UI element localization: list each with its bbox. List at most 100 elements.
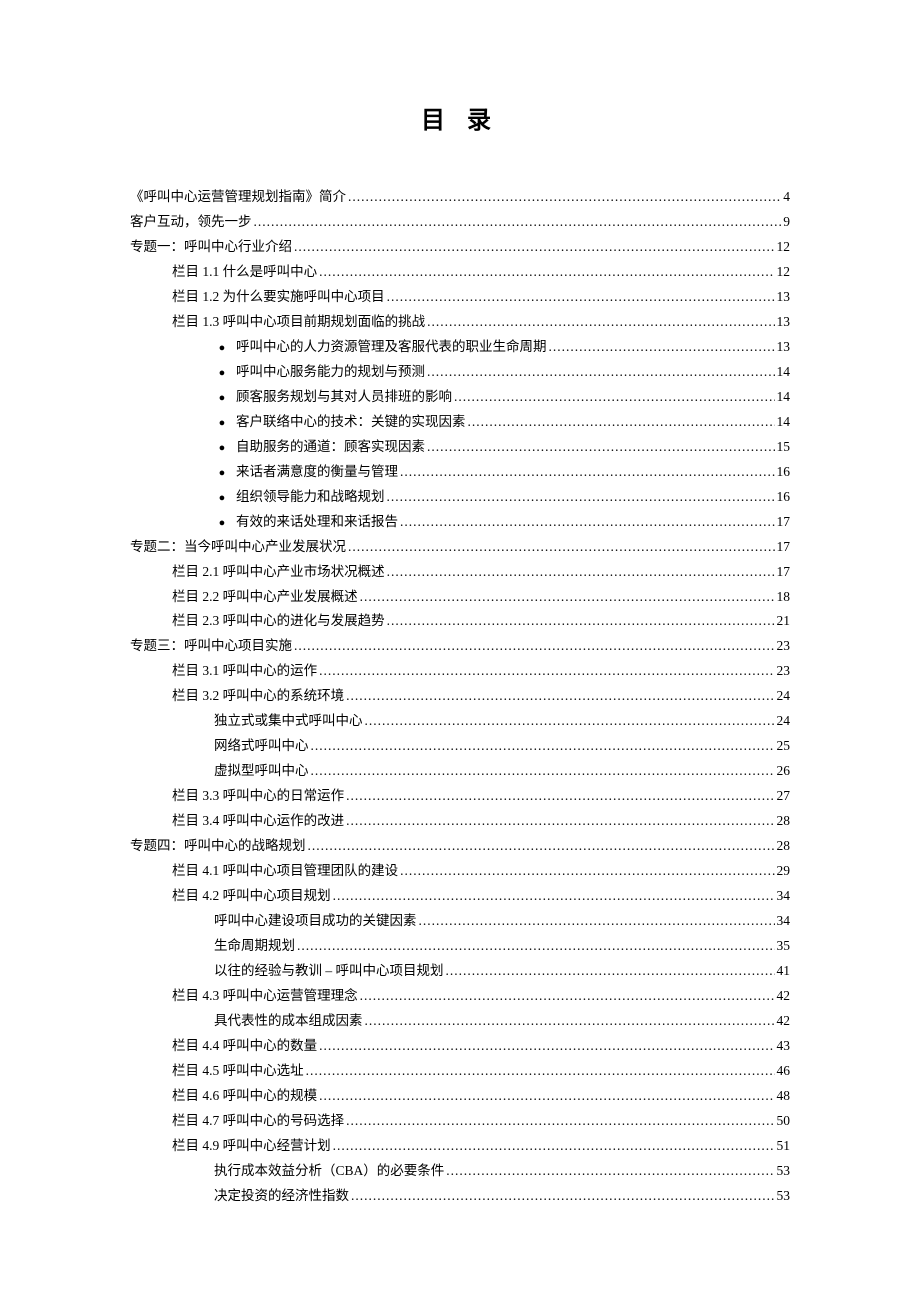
toc-entry: 以往的经验与教训 – 呼叫中心项目规划41 bbox=[130, 959, 790, 984]
toc-entry-text: 决定投资的经济性指数 bbox=[214, 1184, 349, 1209]
toc-entry: 具代表性的成本组成因素42 bbox=[130, 1009, 790, 1034]
toc-entry: 独立式或集中式呼叫中心 24 bbox=[130, 709, 790, 734]
bullet-icon: ● bbox=[208, 363, 236, 383]
toc-entry-page: 13 bbox=[777, 310, 791, 335]
toc-leader-dots bbox=[294, 235, 775, 260]
toc-entry-page: 14 bbox=[777, 385, 791, 410]
toc-entry-page: 14 bbox=[777, 360, 791, 385]
toc-entry: 栏目 4.3 呼叫中心运营管理理念42 bbox=[130, 984, 790, 1009]
toc-entry: 专题二：当今呼叫中心产业发展状况17 bbox=[130, 535, 790, 560]
toc-entry-text: 栏目 1.3 呼叫中心项目前期规划面临的挑战 bbox=[172, 310, 425, 335]
toc-entry-text: 呼叫中心建设项目成功的关键因素 bbox=[214, 909, 417, 934]
toc-entry-text: 栏目 4.5 呼叫中心选址 bbox=[172, 1059, 304, 1084]
bullet-icon: ● bbox=[208, 513, 236, 533]
toc-entry-text: 栏目 3.2 呼叫中心的系统环境 bbox=[172, 684, 344, 709]
toc-entry: 网络式呼叫中心25 bbox=[130, 734, 790, 759]
toc-title: 目 录 bbox=[130, 100, 790, 135]
toc-entry-text: 执行成本效益分析（CBA）的必要条件 bbox=[214, 1159, 444, 1184]
toc-leader-dots bbox=[346, 784, 774, 809]
toc-entry: ●呼叫中心的人力资源管理及客服代表的职业生命周期13 bbox=[130, 335, 790, 360]
toc-entry: ●客户联络中心的技术：关键的实现因素14 bbox=[130, 410, 790, 435]
toc-entry-page: 34 bbox=[777, 884, 791, 909]
toc-entry-text: 栏目 3.3 呼叫中心的日常运作 bbox=[172, 784, 344, 809]
toc-entry-text: 栏目 3.4 呼叫中心运作的改进 bbox=[172, 809, 344, 834]
bullet-icon: ● bbox=[208, 438, 236, 458]
toc-entry-page: 24 bbox=[777, 684, 791, 709]
toc-entry: 栏目 4.2 呼叫中心项目规划 34 bbox=[130, 884, 790, 909]
toc-leader-dots bbox=[348, 535, 775, 560]
toc-entry: 栏目 4.5 呼叫中心选址46 bbox=[130, 1059, 790, 1084]
toc-leader-dots bbox=[319, 659, 774, 684]
toc-entry: ●有效的来话处理和来话报告17 bbox=[130, 510, 790, 535]
toc-entry-page: 50 bbox=[777, 1109, 791, 1134]
toc-entry: 栏目 4.7 呼叫中心的号码选择50 bbox=[130, 1109, 790, 1134]
toc-leader-dots bbox=[387, 560, 775, 585]
toc-entry-page: 14 bbox=[777, 410, 791, 435]
toc-entry-text: 专题三：呼叫中心项目实施 bbox=[130, 634, 292, 659]
toc-leader-dots bbox=[254, 210, 782, 235]
toc-entry-text: 栏目 1.1 什么是呼叫中心 bbox=[172, 260, 317, 285]
toc-leader-dots bbox=[348, 185, 781, 210]
toc-entry: 栏目 4.1 呼叫中心项目管理团队的建设29 bbox=[130, 859, 790, 884]
toc-leader-dots bbox=[311, 759, 775, 784]
toc-entry: 栏目 1.2 为什么要实施呼叫中心项目13 bbox=[130, 285, 790, 310]
toc-entry-page: 23 bbox=[777, 659, 791, 684]
toc-container: 《呼叫中心运营管理规划指南》简介4客户互动，领先一步9专题一：呼叫中心行业介绍1… bbox=[130, 185, 790, 1209]
toc-leader-dots bbox=[360, 984, 775, 1009]
toc-entry-text: 组织领导能力和战略规划 bbox=[236, 485, 385, 510]
toc-entry-page: 17 bbox=[777, 510, 791, 535]
toc-entry: 栏目 4.4 呼叫中心的数量 43 bbox=[130, 1034, 790, 1059]
toc-leader-dots bbox=[549, 335, 775, 360]
toc-entry-text: 专题四：呼叫中心的战略规划 bbox=[130, 834, 306, 859]
toc-entry-page: 43 bbox=[777, 1034, 791, 1059]
toc-entry-page: 27 bbox=[777, 784, 791, 809]
toc-entry-text: 栏目 4.4 呼叫中心的数量 bbox=[172, 1034, 317, 1059]
toc-entry-page: 51 bbox=[777, 1134, 791, 1159]
toc-leader-dots bbox=[319, 1084, 774, 1109]
toc-entry-page: 26 bbox=[777, 759, 791, 784]
toc-entry-text: 栏目 4.2 呼叫中心项目规划 bbox=[172, 884, 331, 909]
toc-entry-page: 4 bbox=[783, 185, 790, 210]
toc-entry-text: 呼叫中心的人力资源管理及客服代表的职业生命周期 bbox=[236, 335, 547, 360]
toc-leader-dots bbox=[427, 310, 774, 335]
toc-entry-text: 栏目 2.2 呼叫中心产业发展概述 bbox=[172, 585, 358, 610]
toc-entry-text: 栏目 4.1 呼叫中心项目管理团队的建设 bbox=[172, 859, 398, 884]
toc-entry-text: 专题二：当今呼叫中心产业发展状况 bbox=[130, 535, 346, 560]
toc-entry: 栏目 2.1 呼叫中心产业市场状况概述17 bbox=[130, 560, 790, 585]
toc-entry: 栏目 2.3 呼叫中心的进化与发展趋势21 bbox=[130, 609, 790, 634]
toc-entry: 客户互动，领先一步9 bbox=[130, 210, 790, 235]
toc-entry-page: 16 bbox=[777, 460, 791, 485]
toc-entry-page: 13 bbox=[777, 335, 791, 360]
toc-entry-page: 28 bbox=[777, 809, 791, 834]
toc-entry: 专题一：呼叫中心行业介绍 12 bbox=[130, 235, 790, 260]
toc-entry-text: 专题一：呼叫中心行业介绍 bbox=[130, 235, 292, 260]
toc-entry-text: 栏目 1.2 为什么要实施呼叫中心项目 bbox=[172, 285, 385, 310]
toc-leader-dots bbox=[419, 909, 775, 934]
toc-entry-page: 21 bbox=[777, 609, 791, 634]
toc-entry-page: 12 bbox=[777, 235, 791, 260]
toc-entry: 专题四：呼叫中心的战略规划28 bbox=[130, 834, 790, 859]
toc-leader-dots bbox=[306, 1059, 775, 1084]
toc-entry-page: 53 bbox=[777, 1184, 791, 1209]
toc-entry: 决定投资的经济性指数 53 bbox=[130, 1184, 790, 1209]
toc-entry-text: 栏目 2.1 呼叫中心产业市场状况概述 bbox=[172, 560, 385, 585]
toc-leader-dots bbox=[346, 684, 774, 709]
toc-entry: 呼叫中心建设项目成功的关键因素34 bbox=[130, 909, 790, 934]
toc-leader-dots bbox=[333, 884, 775, 909]
toc-entry: 栏目 3.1 呼叫中心的运作23 bbox=[130, 659, 790, 684]
toc-leader-dots bbox=[446, 959, 775, 984]
toc-entry-page: 12 bbox=[777, 260, 791, 285]
toc-entry-text: 具代表性的成本组成因素 bbox=[214, 1009, 363, 1034]
toc-entry-text: 独立式或集中式呼叫中心 bbox=[214, 709, 363, 734]
toc-entry-page: 24 bbox=[777, 709, 791, 734]
toc-entry-text: 生命周期规划 bbox=[214, 934, 295, 959]
bullet-icon: ● bbox=[208, 463, 236, 483]
toc-leader-dots bbox=[360, 585, 775, 610]
toc-leader-dots bbox=[346, 1109, 774, 1134]
toc-entry: ●组织领导能力和战略规划16 bbox=[130, 485, 790, 510]
toc-leader-dots bbox=[346, 809, 774, 834]
bullet-icon: ● bbox=[208, 413, 236, 433]
toc-entry-page: 9 bbox=[783, 210, 790, 235]
toc-entry-text: 来话者满意度的衡量与管理 bbox=[236, 460, 398, 485]
toc-leader-dots bbox=[400, 510, 775, 535]
